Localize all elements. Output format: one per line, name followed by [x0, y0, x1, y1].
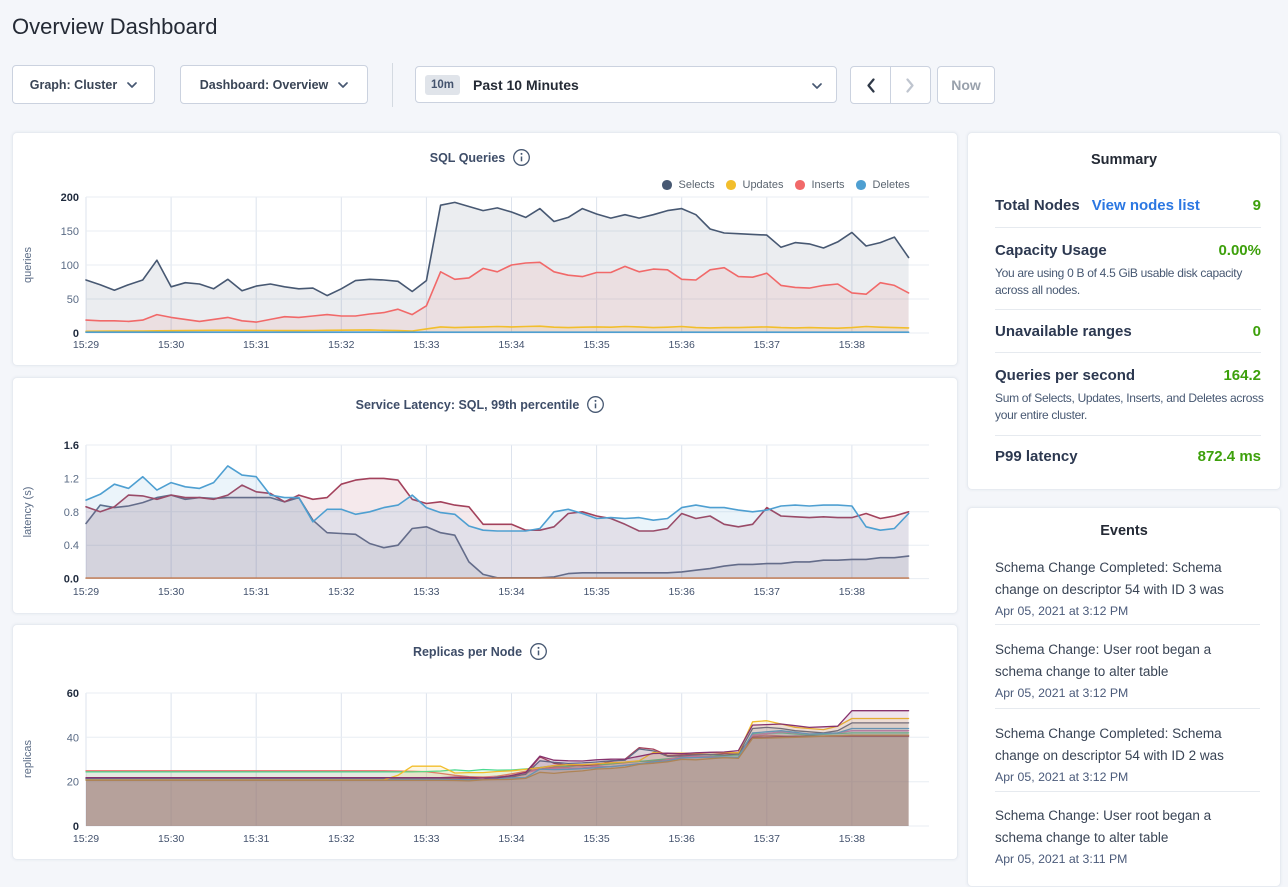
- svg-text:1.2: 1.2: [64, 473, 79, 485]
- svg-text:15:30: 15:30: [158, 339, 184, 351]
- svg-text:0: 0: [73, 821, 79, 833]
- svg-text:150: 150: [61, 226, 79, 238]
- svg-text:15:36: 15:36: [669, 586, 695, 598]
- svg-text:15:31: 15:31: [243, 833, 269, 845]
- svg-text:0.4: 0.4: [64, 540, 79, 552]
- svg-text:60: 60: [67, 688, 79, 700]
- svg-text:20: 20: [67, 777, 79, 789]
- svg-text:15:30: 15:30: [158, 833, 184, 845]
- svg-text:0: 0: [73, 328, 79, 340]
- svg-text:15:38: 15:38: [839, 833, 865, 845]
- svg-text:latency (s): latency (s): [22, 487, 34, 538]
- svg-text:15:37: 15:37: [754, 586, 780, 598]
- svg-text:1.6: 1.6: [64, 440, 79, 452]
- svg-text:15:38: 15:38: [839, 586, 865, 598]
- svg-text:15:36: 15:36: [669, 833, 695, 845]
- svg-text:15:31: 15:31: [243, 586, 269, 598]
- svg-text:15:35: 15:35: [583, 339, 609, 351]
- svg-text:15:33: 15:33: [413, 339, 439, 351]
- svg-text:15:33: 15:33: [413, 586, 439, 598]
- svg-text:15:31: 15:31: [243, 339, 269, 351]
- svg-text:15:29: 15:29: [73, 339, 99, 351]
- svg-text:15:29: 15:29: [73, 586, 99, 598]
- svg-text:15:34: 15:34: [498, 339, 524, 351]
- svg-text:0.8: 0.8: [64, 507, 79, 519]
- svg-text:15:30: 15:30: [158, 586, 184, 598]
- svg-text:0.0: 0.0: [64, 574, 79, 586]
- svg-text:15:35: 15:35: [583, 586, 609, 598]
- svg-text:15:34: 15:34: [498, 833, 524, 845]
- svg-text:15:32: 15:32: [328, 339, 354, 351]
- svg-text:40: 40: [67, 732, 79, 744]
- svg-text:50: 50: [67, 294, 79, 306]
- svg-text:200: 200: [61, 192, 79, 204]
- svg-text:replicas: replicas: [22, 740, 34, 778]
- svg-text:15:32: 15:32: [328, 586, 354, 598]
- svg-text:15:32: 15:32: [328, 833, 354, 845]
- svg-text:15:29: 15:29: [73, 833, 99, 845]
- svg-text:15:36: 15:36: [669, 339, 695, 351]
- svg-text:queries: queries: [22, 246, 34, 283]
- svg-text:15:37: 15:37: [754, 833, 780, 845]
- svg-text:15:33: 15:33: [413, 833, 439, 845]
- svg-text:15:34: 15:34: [498, 586, 524, 598]
- svg-text:15:38: 15:38: [839, 339, 865, 351]
- svg-text:100: 100: [61, 260, 79, 272]
- svg-text:15:37: 15:37: [754, 339, 780, 351]
- svg-text:15:35: 15:35: [583, 833, 609, 845]
